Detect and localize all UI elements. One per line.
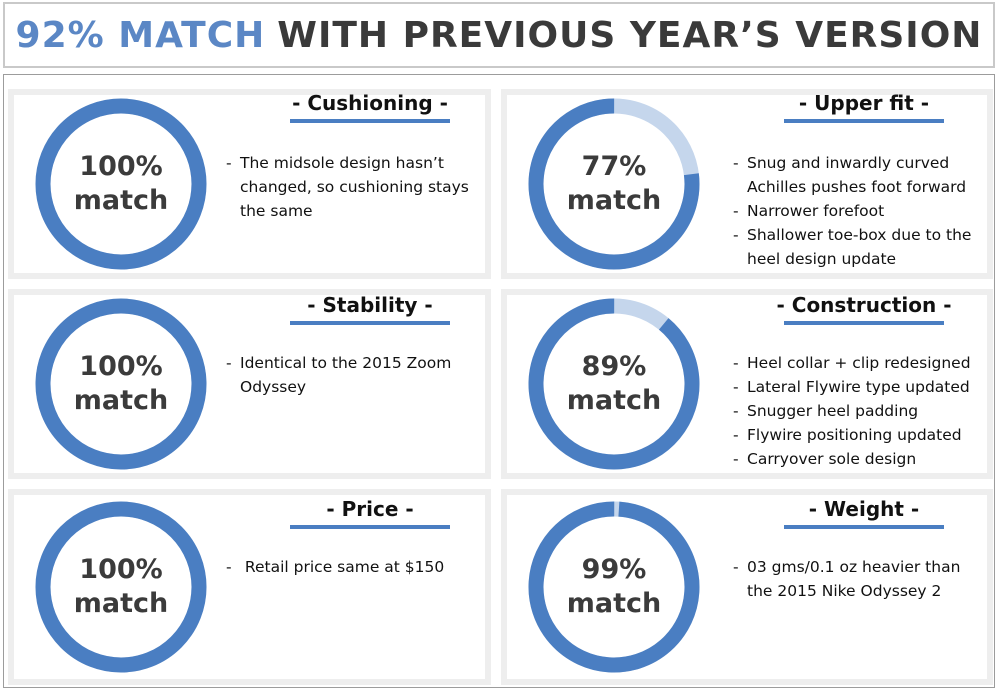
panel-heading: - Price - <box>326 497 414 521</box>
heading-underline <box>290 119 450 123</box>
panel-cushioning: 100% match - Cushioning - - The midsole desi… <box>8 89 491 279</box>
note-item: - Snug and inwardly curved Achilles pushe… <box>733 151 983 199</box>
donut-match-slice <box>35 98 207 270</box>
note-item: - Lateral Flywire type updated <box>733 375 983 399</box>
heading-underline <box>784 525 944 529</box>
panel-heading: - Weight - <box>808 497 920 521</box>
note-item: - The midsole design hasn’t changed, so c… <box>226 151 481 223</box>
bullet-dash: - <box>226 354 232 372</box>
bullet-dash: - <box>733 202 739 220</box>
panels-container: 100% match - Cushioning - - The midsole desi… <box>3 74 995 688</box>
notes-list: - Identical to the 2015 Zoom Odyssey <box>226 351 481 399</box>
match-percent-label: 99% <box>581 554 647 585</box>
title-rest: WITH PREVIOUS YEAR’S VERSION <box>277 14 983 56</box>
page-title: 92% MATCH WITH PREVIOUS YEAR’S VERSION <box>3 2 995 68</box>
bullet-dash: - <box>733 154 739 172</box>
bullet-dash: - <box>226 558 232 576</box>
match-word-label: match <box>73 588 169 619</box>
note-text: Narrower forefoot <box>747 202 885 220</box>
heading-underline <box>290 525 450 529</box>
note-item: - Heel collar + clip redesigned <box>733 351 983 375</box>
note-text: Identical to the 2015 Zoom Odyssey <box>240 354 452 396</box>
bullet-dash: - <box>733 354 739 372</box>
match-percent-label: 100% <box>79 151 163 182</box>
donut-chart <box>528 501 700 673</box>
notes-list: - The midsole design hasn’t changed, so c… <box>226 151 481 223</box>
bullet-dash: - <box>733 402 739 420</box>
note-text: Retail price same at $150 <box>240 558 445 576</box>
match-word-label: match <box>73 185 169 216</box>
panel-heading: - Upper fit - <box>798 91 930 115</box>
panel-heading: - Construction - <box>776 293 952 317</box>
note-text: Carryover sole design <box>747 450 917 468</box>
donut-label: 89% match <box>521 350 707 418</box>
note-item: - Snugger heel padding <box>733 399 983 423</box>
note-item: -03 gms/0.1 oz heavier than the 2015 Nik… <box>733 555 983 603</box>
donut-chart <box>35 98 207 270</box>
note-item: - Flywire positioning updated <box>733 423 983 447</box>
donut-label: 100% match <box>28 553 214 621</box>
match-percent-label: 89% <box>581 351 647 382</box>
donut-match-slice <box>35 298 207 470</box>
note-text: 03 gms/0.1 oz heavier than the 2015 Nike… <box>747 558 961 600</box>
donut-match-slice <box>528 98 700 270</box>
match-word-label: match <box>566 385 662 416</box>
match-word-label: match <box>566 185 662 216</box>
note-text: Snugger heel padding <box>747 402 919 420</box>
donut-chart <box>528 298 700 470</box>
note-item: - Carryover sole design <box>733 447 983 471</box>
bullet-dash: - <box>733 426 739 444</box>
donut-label: 99% match <box>521 553 707 621</box>
bullet-dash: - <box>733 450 739 468</box>
note-text: Snug and inwardly curved Achilles pushes… <box>747 154 967 196</box>
panel-price: 100% match - Price - - Retail price same at… <box>8 489 491 685</box>
note-item: - Identical to the 2015 Zoom Odyssey <box>226 351 481 399</box>
notes-list: - Retail price same at $150 <box>226 555 481 579</box>
match-word-label: match <box>566 588 662 619</box>
match-percent-label: 100% <box>79 554 163 585</box>
panel-construction: 89% match - Construction - - Heel collar + c… <box>501 289 993 479</box>
panel-upper-fit: 77% match - Upper fit - - Snug and inwardly … <box>501 89 993 279</box>
notes-list: -03 gms/0.1 oz heavier than the 2015 Nik… <box>733 555 983 603</box>
note-text: Shallower toe-box due to the heel design… <box>747 226 972 268</box>
match-word-label: match <box>73 385 169 416</box>
note-text: The midsole design hasn’t changed, so cu… <box>240 154 469 220</box>
panel-stability: 100% match - Stability - - Identical to the … <box>8 289 491 479</box>
donut-match-slice <box>35 501 207 673</box>
heading-underline <box>784 321 944 325</box>
title-accent: 92% MATCH <box>15 14 266 56</box>
heading-underline <box>290 321 450 325</box>
bullet-dash: - <box>733 226 739 244</box>
notes-list: - Heel collar + clip redesigned - Lateral F… <box>733 351 983 471</box>
panel-heading: - Cushioning - <box>292 91 448 115</box>
note-item: - Shallower toe-box due to the heel desig… <box>733 223 983 271</box>
bullet-dash: - <box>226 154 232 172</box>
note-text: Flywire positioning updated <box>747 426 962 444</box>
donut-label: 100% match <box>28 150 214 218</box>
donut-chart <box>35 501 207 673</box>
donut-chart <box>528 98 700 270</box>
panel-heading: - Stability - <box>307 293 433 317</box>
heading-underline <box>784 119 944 123</box>
donut-label: 77% match <box>521 150 707 218</box>
match-percent-label: 77% <box>581 151 647 182</box>
notes-list: - Snug and inwardly curved Achilles pushe… <box>733 151 983 271</box>
note-text: Heel collar + clip redesigned <box>747 354 971 372</box>
note-item: - Retail price same at $150 <box>226 555 481 579</box>
bullet-dash: - <box>733 378 739 396</box>
note-item: - Narrower forefoot <box>733 199 983 223</box>
donut-chart <box>35 298 207 470</box>
donut-label: 100% match <box>28 350 214 418</box>
panel-weight: 99% match - Weight - -03 gms/0.1 oz heavier… <box>501 489 993 685</box>
bullet-dash: - <box>733 558 739 576</box>
note-text: Lateral Flywire type updated <box>747 378 970 396</box>
match-percent-label: 100% <box>79 351 163 382</box>
